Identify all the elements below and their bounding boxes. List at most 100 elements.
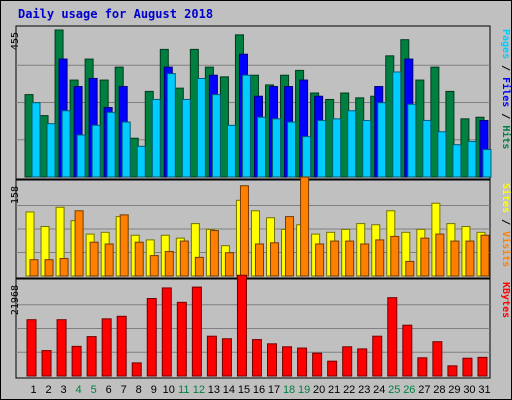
bar-pages-day-12 [196, 77, 206, 178]
x-tick-label-1: 1 [30, 384, 36, 396]
bar-kbytes-day-26 [402, 324, 413, 377]
bar-visits-day-18 [285, 216, 295, 277]
legend-sites: Sites [500, 183, 512, 213]
bar-visits-day-11 [179, 240, 189, 277]
bar-kbytes-day-4 [71, 345, 82, 377]
bar-kbytes-day-5 [86, 336, 97, 377]
x-tick-label-15: 15 [238, 384, 250, 396]
x-tick-label-13: 13 [208, 384, 220, 396]
bar-visits-day-26 [405, 260, 415, 277]
x-tick-label-17: 17 [268, 384, 280, 396]
legend-pages: Pages [500, 29, 511, 59]
bar-pages-day-22 [347, 110, 357, 178]
bar-visits-day-25 [390, 235, 400, 277]
bar-pages-day-3 [61, 110, 71, 178]
bar-visits-day-16 [254, 243, 264, 277]
x-tick-label-10: 10 [163, 384, 175, 396]
bar-visits-day-2 [44, 259, 54, 277]
bar-pages-day-29 [452, 144, 462, 178]
bar-visits-day-17 [270, 242, 280, 277]
bar-visits-day-27 [420, 237, 430, 277]
bar-visits-day-15 [239, 185, 249, 277]
bar-pages-day-16 [256, 116, 266, 178]
x-tick-label-27: 27 [418, 384, 430, 396]
bar-kbytes-day-19 [297, 347, 308, 377]
bar-pages-day-17 [272, 118, 282, 178]
bar-kbytes-day-24 [372, 335, 383, 377]
x-tick-label-20: 20 [313, 384, 325, 396]
bar-kbytes-day-1 [26, 319, 37, 377]
bar-kbytes-day-17 [267, 343, 278, 377]
bar-visits-day-14 [224, 252, 234, 277]
bar-pages-day-25 [392, 71, 402, 178]
bar-kbytes-day-9 [146, 298, 157, 377]
bar-visits-day-21 [330, 240, 340, 277]
x-tick-label-6: 6 [106, 384, 112, 396]
bar-pages-day-31 [482, 149, 492, 178]
bar-visits-day-7 [119, 214, 129, 277]
bar-kbytes-day-18 [282, 346, 293, 377]
x-tick-label-12: 12 [193, 384, 205, 396]
bar-pages-day-20 [317, 119, 327, 178]
bar-visits-day-20 [315, 243, 325, 277]
panel-visits-max-label: 158 [10, 186, 21, 204]
bar-kbytes-day-30 [462, 357, 473, 377]
bar-kbytes-day-7 [116, 315, 127, 377]
bar-kbytes-day-12 [191, 286, 202, 377]
panel-kbytes-side-label: KBytes [500, 282, 511, 318]
legend-files: Files [500, 77, 512, 107]
bar-pages-day-4 [76, 134, 86, 178]
x-tick-label-23: 23 [358, 384, 370, 396]
x-tick-label-31: 31 [478, 384, 490, 396]
bar-pages-day-10 [166, 73, 176, 178]
bar-pages-day-9 [151, 98, 161, 178]
bar-pages-day-2 [46, 123, 56, 178]
bar-pages-day-5 [91, 124, 101, 178]
bar-visits-day-13 [209, 230, 219, 277]
bar-pages-day-11 [181, 98, 191, 178]
bar-pages-day-18 [287, 121, 297, 178]
bar-visits-day-8 [134, 241, 144, 277]
bar-visits-day-1 [29, 259, 39, 277]
bar-kbytes-day-16 [251, 339, 262, 377]
bar-pages-day-13 [211, 94, 221, 178]
bar-kbytes-day-31 [477, 356, 488, 377]
bar-pages-day-14 [226, 124, 236, 178]
bar-kbytes-day-6 [101, 318, 112, 377]
x-tick-label-16: 16 [253, 384, 265, 396]
bar-visits-day-6 [104, 243, 114, 277]
bar-kbytes-day-3 [56, 319, 67, 377]
bar-kbytes-day-10 [161, 287, 172, 377]
legend-hits: Hits [500, 125, 512, 149]
bar-kbytes-day-21 [327, 360, 338, 377]
bar-visits-day-9 [149, 255, 159, 277]
bar-kbytes-day-29 [447, 365, 458, 377]
x-tick-label-4: 4 [76, 384, 82, 396]
bar-pages-day-8 [136, 145, 146, 178]
x-tick-label-25: 25 [388, 384, 400, 396]
legend-kbytes: KBytes [500, 282, 511, 318]
bar-kbytes-day-25 [387, 297, 398, 377]
bar-kbytes-day-20 [312, 352, 323, 377]
bar-visits-day-23 [360, 243, 370, 277]
bar-visits-day-30 [465, 240, 475, 277]
bar-pages-day-30 [467, 140, 477, 178]
bar-visits-day-10 [164, 251, 174, 277]
x-tick-label-7: 7 [121, 384, 127, 396]
panel-hits-side-label: Pages / Files / Hits [500, 29, 512, 149]
bar-kbytes-day-14 [221, 338, 232, 377]
bar-pages-day-28 [437, 131, 447, 178]
bar-visits-day-19 [300, 176, 310, 277]
legend-visits: Visits [500, 231, 512, 267]
bar-kbytes-day-13 [206, 335, 217, 377]
panel-kbytes-max-label: 21968 [10, 285, 21, 315]
x-tick-label-19: 19 [298, 384, 310, 396]
x-tick-label-28: 28 [433, 384, 445, 396]
bar-visits-day-5 [89, 241, 99, 277]
bar-pages-day-26 [407, 103, 417, 178]
bar-pages-day-27 [422, 119, 432, 178]
bar-kbytes-day-2 [41, 350, 52, 377]
x-tick-label-3: 3 [61, 384, 67, 396]
bar-pages-day-7 [121, 121, 131, 178]
